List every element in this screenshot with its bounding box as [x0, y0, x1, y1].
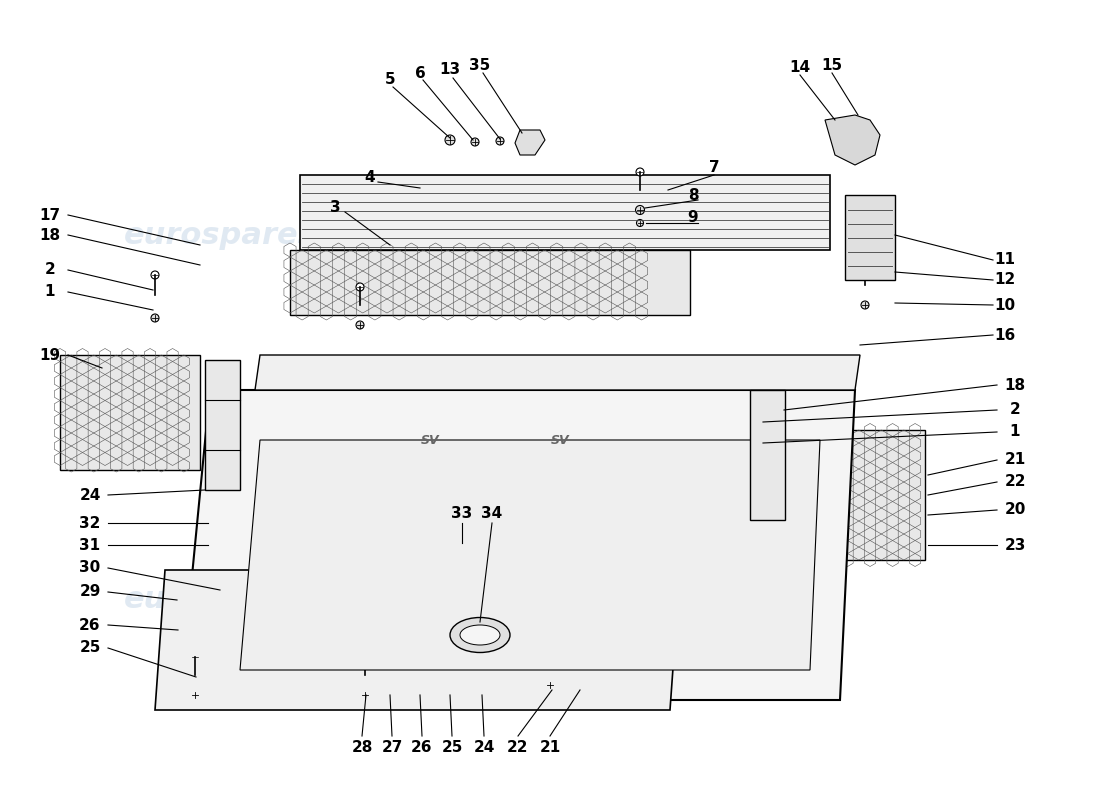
Text: 20: 20	[1004, 502, 1025, 518]
Circle shape	[636, 206, 645, 214]
Text: 26: 26	[79, 618, 101, 633]
Text: SV: SV	[551, 434, 570, 446]
Text: 18: 18	[1004, 378, 1025, 393]
Text: eurospares: eurospares	[553, 215, 747, 245]
Polygon shape	[180, 390, 855, 700]
Circle shape	[151, 314, 160, 322]
Text: 2: 2	[45, 262, 55, 278]
Text: eurospares: eurospares	[524, 586, 716, 614]
Circle shape	[756, 393, 764, 401]
Text: 17: 17	[40, 207, 60, 222]
Circle shape	[151, 271, 160, 279]
Text: 19: 19	[40, 347, 60, 362]
Circle shape	[756, 431, 764, 439]
Circle shape	[861, 263, 869, 271]
Circle shape	[546, 681, 554, 689]
Text: eurospares: eurospares	[123, 586, 317, 614]
Text: 32: 32	[79, 515, 101, 530]
Text: 9: 9	[688, 210, 698, 226]
Circle shape	[781, 581, 789, 589]
FancyBboxPatch shape	[290, 250, 690, 315]
Circle shape	[861, 301, 869, 309]
Circle shape	[840, 140, 850, 150]
Text: 35: 35	[470, 58, 491, 73]
Circle shape	[217, 582, 233, 598]
Text: 25: 25	[79, 641, 101, 655]
Polygon shape	[845, 195, 895, 280]
Text: 14: 14	[790, 61, 811, 75]
Text: 15: 15	[822, 58, 843, 73]
Text: 16: 16	[994, 327, 1015, 342]
Circle shape	[461, 543, 470, 553]
Text: 21: 21	[1004, 453, 1025, 467]
Text: 25: 25	[441, 741, 463, 755]
FancyBboxPatch shape	[60, 355, 200, 470]
Text: 33: 33	[451, 506, 473, 522]
Text: 18: 18	[40, 227, 60, 242]
FancyBboxPatch shape	[780, 430, 925, 560]
Polygon shape	[515, 130, 544, 155]
Text: 1: 1	[45, 285, 55, 299]
Ellipse shape	[460, 625, 500, 645]
Text: 7: 7	[708, 161, 719, 175]
Text: 26: 26	[411, 741, 432, 755]
Text: 21: 21	[539, 741, 561, 755]
Polygon shape	[825, 115, 880, 165]
Text: 24: 24	[473, 741, 495, 755]
Text: 5: 5	[385, 73, 395, 87]
Circle shape	[361, 653, 368, 661]
Text: 23: 23	[1004, 538, 1025, 553]
Circle shape	[636, 168, 644, 176]
Circle shape	[221, 586, 229, 594]
Polygon shape	[750, 390, 785, 520]
FancyBboxPatch shape	[175, 595, 556, 695]
Circle shape	[471, 138, 478, 146]
Circle shape	[859, 126, 867, 134]
Text: eurospares: eurospares	[123, 221, 317, 250]
Polygon shape	[240, 440, 820, 670]
Text: 1: 1	[1010, 425, 1021, 439]
Text: 29: 29	[79, 585, 101, 599]
Circle shape	[496, 137, 504, 145]
Text: 11: 11	[994, 253, 1015, 267]
Text: 30: 30	[79, 561, 100, 575]
Text: 27: 27	[382, 741, 403, 755]
Bar	[300, 175, 830, 250]
Text: 34: 34	[482, 506, 503, 522]
Circle shape	[356, 283, 364, 291]
Polygon shape	[155, 570, 680, 710]
Text: 6: 6	[415, 66, 426, 81]
Text: 3: 3	[330, 201, 340, 215]
Circle shape	[361, 691, 368, 699]
Ellipse shape	[450, 618, 510, 653]
Circle shape	[449, 536, 456, 544]
Text: 8: 8	[688, 187, 698, 202]
Circle shape	[446, 135, 455, 145]
Text: 13: 13	[439, 62, 461, 78]
Text: 28: 28	[351, 741, 373, 755]
Text: 4: 4	[365, 170, 375, 186]
Text: SV: SV	[420, 434, 439, 446]
Text: 12: 12	[994, 273, 1015, 287]
Polygon shape	[255, 355, 860, 390]
Circle shape	[191, 691, 199, 699]
Polygon shape	[205, 360, 240, 490]
Text: 22: 22	[1004, 474, 1025, 490]
Circle shape	[191, 653, 199, 661]
Text: 22: 22	[507, 741, 529, 755]
FancyBboxPatch shape	[175, 595, 556, 695]
Text: 31: 31	[79, 538, 100, 553]
Circle shape	[546, 643, 554, 651]
Text: 10: 10	[994, 298, 1015, 313]
Circle shape	[356, 321, 364, 329]
Text: 2: 2	[1010, 402, 1021, 418]
Circle shape	[637, 219, 644, 226]
Text: 24: 24	[79, 487, 101, 502]
